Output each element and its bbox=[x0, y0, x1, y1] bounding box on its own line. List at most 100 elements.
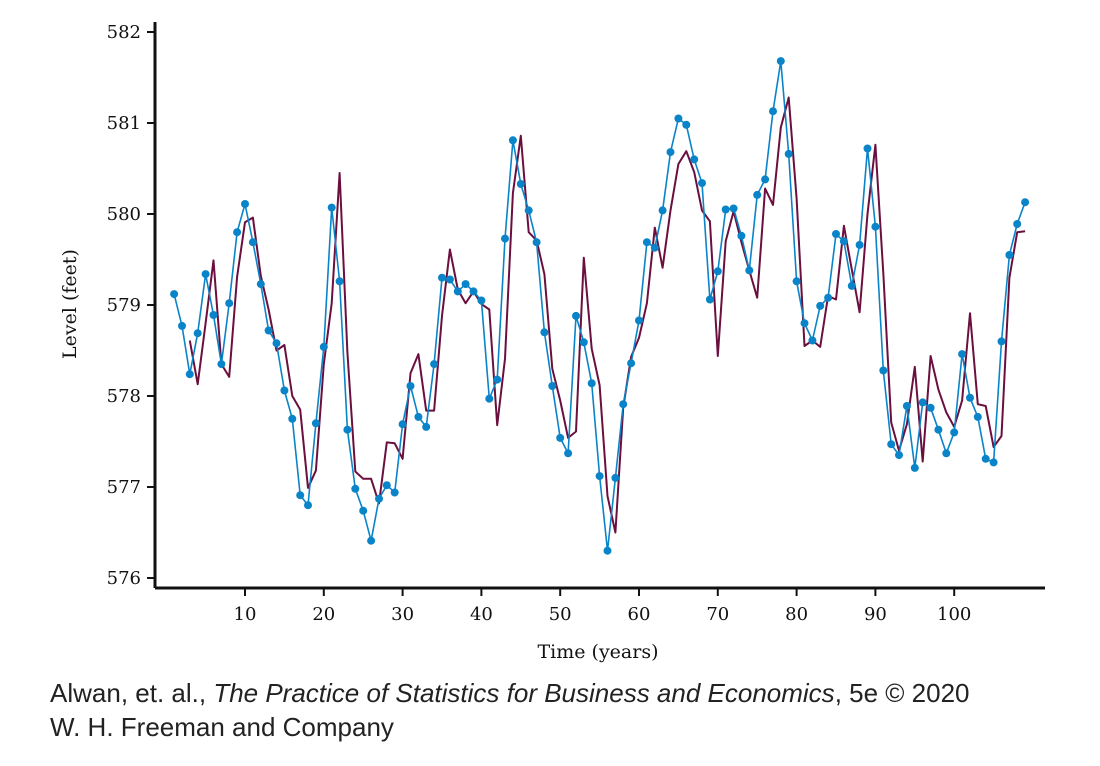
data-point bbox=[769, 107, 777, 116]
data-point bbox=[698, 179, 706, 188]
y-tick-label: 580 bbox=[107, 204, 141, 225]
data-point bbox=[855, 240, 864, 249]
x-axis-label: Time (years) bbox=[537, 641, 658, 663]
data-point bbox=[256, 280, 265, 289]
source-credit-line-1: Alwan, et. al., The Practice of Statisti… bbox=[50, 676, 970, 710]
data-point bbox=[958, 350, 967, 359]
data-point bbox=[170, 290, 179, 299]
x-axis-ticks: 10 20 30 40 50 60 70 80 90 100 bbox=[234, 588, 971, 625]
time-series-chart: 576 577 578 579 580 581 582 10 20 30 40 50 60 70 80 90… bbox=[59, 22, 1045, 663]
data-point bbox=[572, 311, 580, 320]
data-point bbox=[248, 238, 257, 247]
data-point bbox=[359, 506, 368, 515]
data-point bbox=[635, 316, 643, 325]
data-point bbox=[761, 175, 770, 184]
data-point bbox=[241, 200, 249, 208]
data-point bbox=[745, 266, 754, 275]
data-point bbox=[579, 338, 588, 347]
data-point bbox=[178, 321, 186, 330]
data-point bbox=[611, 473, 620, 482]
data-point bbox=[217, 360, 226, 369]
data-point bbox=[839, 237, 848, 246]
data-point bbox=[1005, 251, 1014, 259]
x-tick-label: 40 bbox=[470, 604, 493, 625]
data-point bbox=[776, 57, 785, 66]
data-point bbox=[808, 336, 817, 345]
data-point bbox=[863, 144, 872, 153]
data-point bbox=[445, 275, 454, 284]
y-tick-label: 581 bbox=[107, 113, 141, 134]
data-point bbox=[910, 463, 919, 472]
y-axis-ticks: 576 577 578 579 580 581 582 bbox=[107, 22, 155, 589]
y-tick-label: 577 bbox=[107, 477, 141, 498]
data-point bbox=[879, 366, 888, 375]
data-point bbox=[973, 412, 982, 421]
data-point bbox=[493, 375, 502, 384]
y-axis-label: Level (feet) bbox=[59, 249, 81, 359]
credit-author: Alwan, et. al., bbox=[50, 678, 214, 708]
data-point bbox=[382, 481, 391, 490]
y-tick-label: 576 bbox=[107, 568, 141, 589]
y-tick-label: 579 bbox=[107, 295, 141, 316]
data-point bbox=[871, 222, 880, 231]
data-point bbox=[501, 234, 509, 243]
data-point bbox=[816, 301, 825, 310]
data-point bbox=[887, 440, 896, 449]
data-point bbox=[674, 114, 683, 123]
data-point bbox=[540, 328, 549, 337]
data-point bbox=[658, 206, 667, 215]
data-point bbox=[595, 472, 604, 481]
y-tick-label: 578 bbox=[107, 386, 141, 407]
credit-publisher: W. H. Freeman and Company bbox=[50, 712, 394, 742]
data-point bbox=[390, 488, 399, 497]
data-point bbox=[753, 190, 762, 199]
data-point bbox=[406, 382, 415, 390]
y-tick-label: 582 bbox=[107, 22, 141, 43]
data-point bbox=[532, 238, 541, 247]
data-point bbox=[564, 449, 573, 458]
data-point bbox=[225, 299, 234, 308]
data-point bbox=[721, 205, 730, 214]
data-point bbox=[603, 546, 612, 555]
data-point bbox=[508, 136, 517, 145]
data-point bbox=[989, 458, 998, 467]
data-point bbox=[304, 501, 312, 510]
data-point bbox=[690, 155, 699, 164]
data-point bbox=[264, 326, 273, 335]
x-tick-label: 100 bbox=[937, 604, 971, 625]
data-point bbox=[666, 148, 675, 157]
data-point bbox=[997, 337, 1006, 346]
data-point bbox=[516, 180, 525, 188]
x-tick-label: 70 bbox=[706, 604, 729, 625]
data-point bbox=[288, 414, 297, 423]
data-point bbox=[201, 270, 210, 279]
data-point bbox=[185, 370, 194, 379]
data-point bbox=[209, 311, 218, 319]
data-point bbox=[335, 277, 344, 286]
credit-edition: , 5e © 2020 bbox=[834, 678, 970, 708]
x-tick-label: 50 bbox=[549, 604, 572, 625]
data-point bbox=[832, 230, 840, 238]
data-point bbox=[800, 319, 809, 328]
data-point bbox=[422, 422, 431, 431]
data-point bbox=[375, 494, 383, 503]
data-point bbox=[469, 287, 478, 296]
data-point bbox=[737, 231, 746, 240]
data-point bbox=[926, 403, 935, 412]
data-point bbox=[311, 419, 320, 428]
x-tick-label: 10 bbox=[234, 604, 257, 625]
data-point bbox=[713, 267, 722, 276]
data-point bbox=[1021, 198, 1030, 207]
data-point bbox=[524, 206, 533, 215]
data-point bbox=[619, 400, 628, 409]
data-point bbox=[682, 120, 691, 129]
data-point bbox=[280, 386, 289, 395]
data-point bbox=[430, 360, 439, 369]
data-point bbox=[414, 412, 423, 421]
data-point bbox=[438, 273, 446, 282]
data-point bbox=[556, 433, 565, 442]
data-point bbox=[966, 393, 974, 402]
x-tick-label: 30 bbox=[391, 604, 414, 625]
data-point bbox=[642, 238, 651, 247]
data-point bbox=[453, 287, 462, 296]
